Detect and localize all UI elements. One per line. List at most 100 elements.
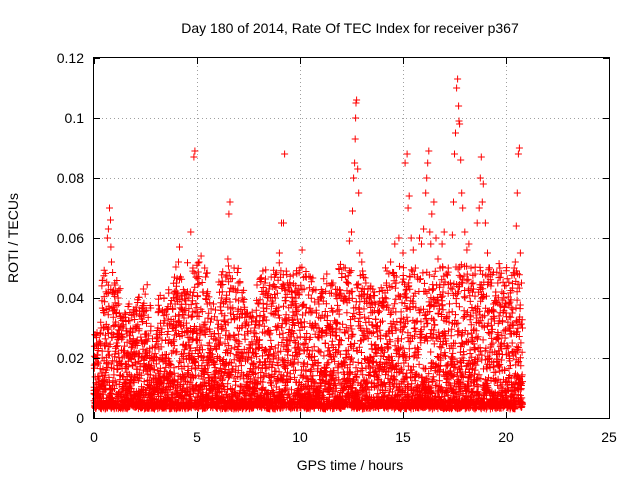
data-point	[220, 356, 228, 363]
data-point	[216, 338, 224, 346]
data-point	[103, 290, 111, 298]
data-point	[136, 350, 144, 358]
data-point	[205, 361, 213, 369]
data-point	[217, 364, 225, 372]
data-point	[126, 336, 134, 344]
data-point	[117, 390, 125, 398]
data-point	[169, 305, 177, 313]
data-point	[121, 342, 129, 350]
data-point	[135, 325, 143, 333]
data-point	[109, 313, 117, 321]
data-point	[109, 269, 117, 276]
data-point	[207, 318, 214, 326]
data-point	[218, 325, 226, 333]
data-point	[141, 290, 149, 298]
data-point	[193, 330, 201, 337]
data-point	[137, 333, 145, 341]
data-point	[122, 310, 130, 318]
data-point	[207, 305, 215, 313]
data-point	[118, 332, 126, 340]
data-point	[173, 348, 181, 356]
data-point	[151, 344, 159, 352]
data-point	[151, 366, 159, 374]
data-point	[100, 266, 108, 274]
data-point	[106, 340, 114, 348]
data-point	[213, 316, 221, 324]
data-point	[219, 375, 227, 383]
data-point	[148, 362, 156, 370]
data-point	[102, 269, 110, 277]
data-point	[200, 321, 208, 329]
data-point	[219, 281, 227, 288]
data-point	[105, 289, 113, 297]
data-point	[199, 375, 207, 383]
data-point	[132, 303, 140, 311]
data-point	[204, 314, 212, 322]
data-point	[111, 292, 119, 300]
data-point	[95, 359, 102, 367]
data-point	[156, 364, 164, 372]
data-point	[182, 289, 190, 297]
data-point	[104, 281, 112, 289]
data-point	[143, 319, 150, 327]
data-point	[150, 389, 157, 397]
data-point	[187, 301, 195, 309]
data-point	[155, 295, 162, 303]
data-point	[181, 295, 189, 303]
data-point	[172, 263, 180, 271]
data-point	[177, 359, 185, 366]
data-point	[146, 371, 154, 379]
data-point	[111, 377, 119, 385]
data-point	[210, 359, 218, 367]
data-point	[139, 318, 147, 325]
data-point	[195, 336, 203, 344]
data-point	[194, 259, 202, 267]
data-point	[104, 325, 111, 333]
data-point	[189, 297, 196, 305]
data-point	[103, 339, 111, 347]
data-point	[180, 314, 188, 322]
data-point	[187, 344, 195, 352]
data-point	[205, 309, 213, 317]
data-point	[158, 325, 166, 333]
data-point	[128, 311, 136, 319]
data-point	[110, 371, 118, 379]
data-point	[184, 259, 191, 267]
data-point	[173, 289, 181, 297]
data-point	[154, 301, 162, 309]
data-point	[141, 307, 149, 315]
data-point	[201, 264, 209, 272]
data-point	[218, 277, 226, 285]
data-point	[205, 293, 213, 301]
data-point	[216, 341, 223, 349]
data-point	[116, 285, 124, 293]
data-point	[198, 308, 206, 316]
data-point	[195, 279, 203, 287]
data-point	[169, 294, 177, 302]
data-point	[188, 381, 196, 389]
data-point	[157, 343, 165, 351]
data-point	[113, 358, 121, 366]
data-point	[214, 330, 222, 338]
data-point	[207, 346, 215, 354]
data-point	[143, 337, 151, 345]
data-point	[102, 331, 109, 339]
data-point	[220, 318, 228, 326]
data-point	[167, 361, 175, 369]
data-point	[185, 305, 193, 313]
data-point	[219, 268, 227, 276]
data-point	[170, 369, 178, 377]
data-point	[120, 347, 127, 355]
data-point	[93, 351, 101, 359]
data-point	[187, 313, 195, 321]
data-point	[176, 381, 184, 389]
data-point	[143, 281, 151, 289]
data-point	[98, 277, 106, 284]
data-point	[118, 317, 126, 324]
data-point	[203, 269, 211, 277]
data-point	[134, 321, 142, 329]
data-point	[112, 347, 120, 355]
data-point	[156, 291, 164, 299]
data-point	[129, 335, 137, 343]
